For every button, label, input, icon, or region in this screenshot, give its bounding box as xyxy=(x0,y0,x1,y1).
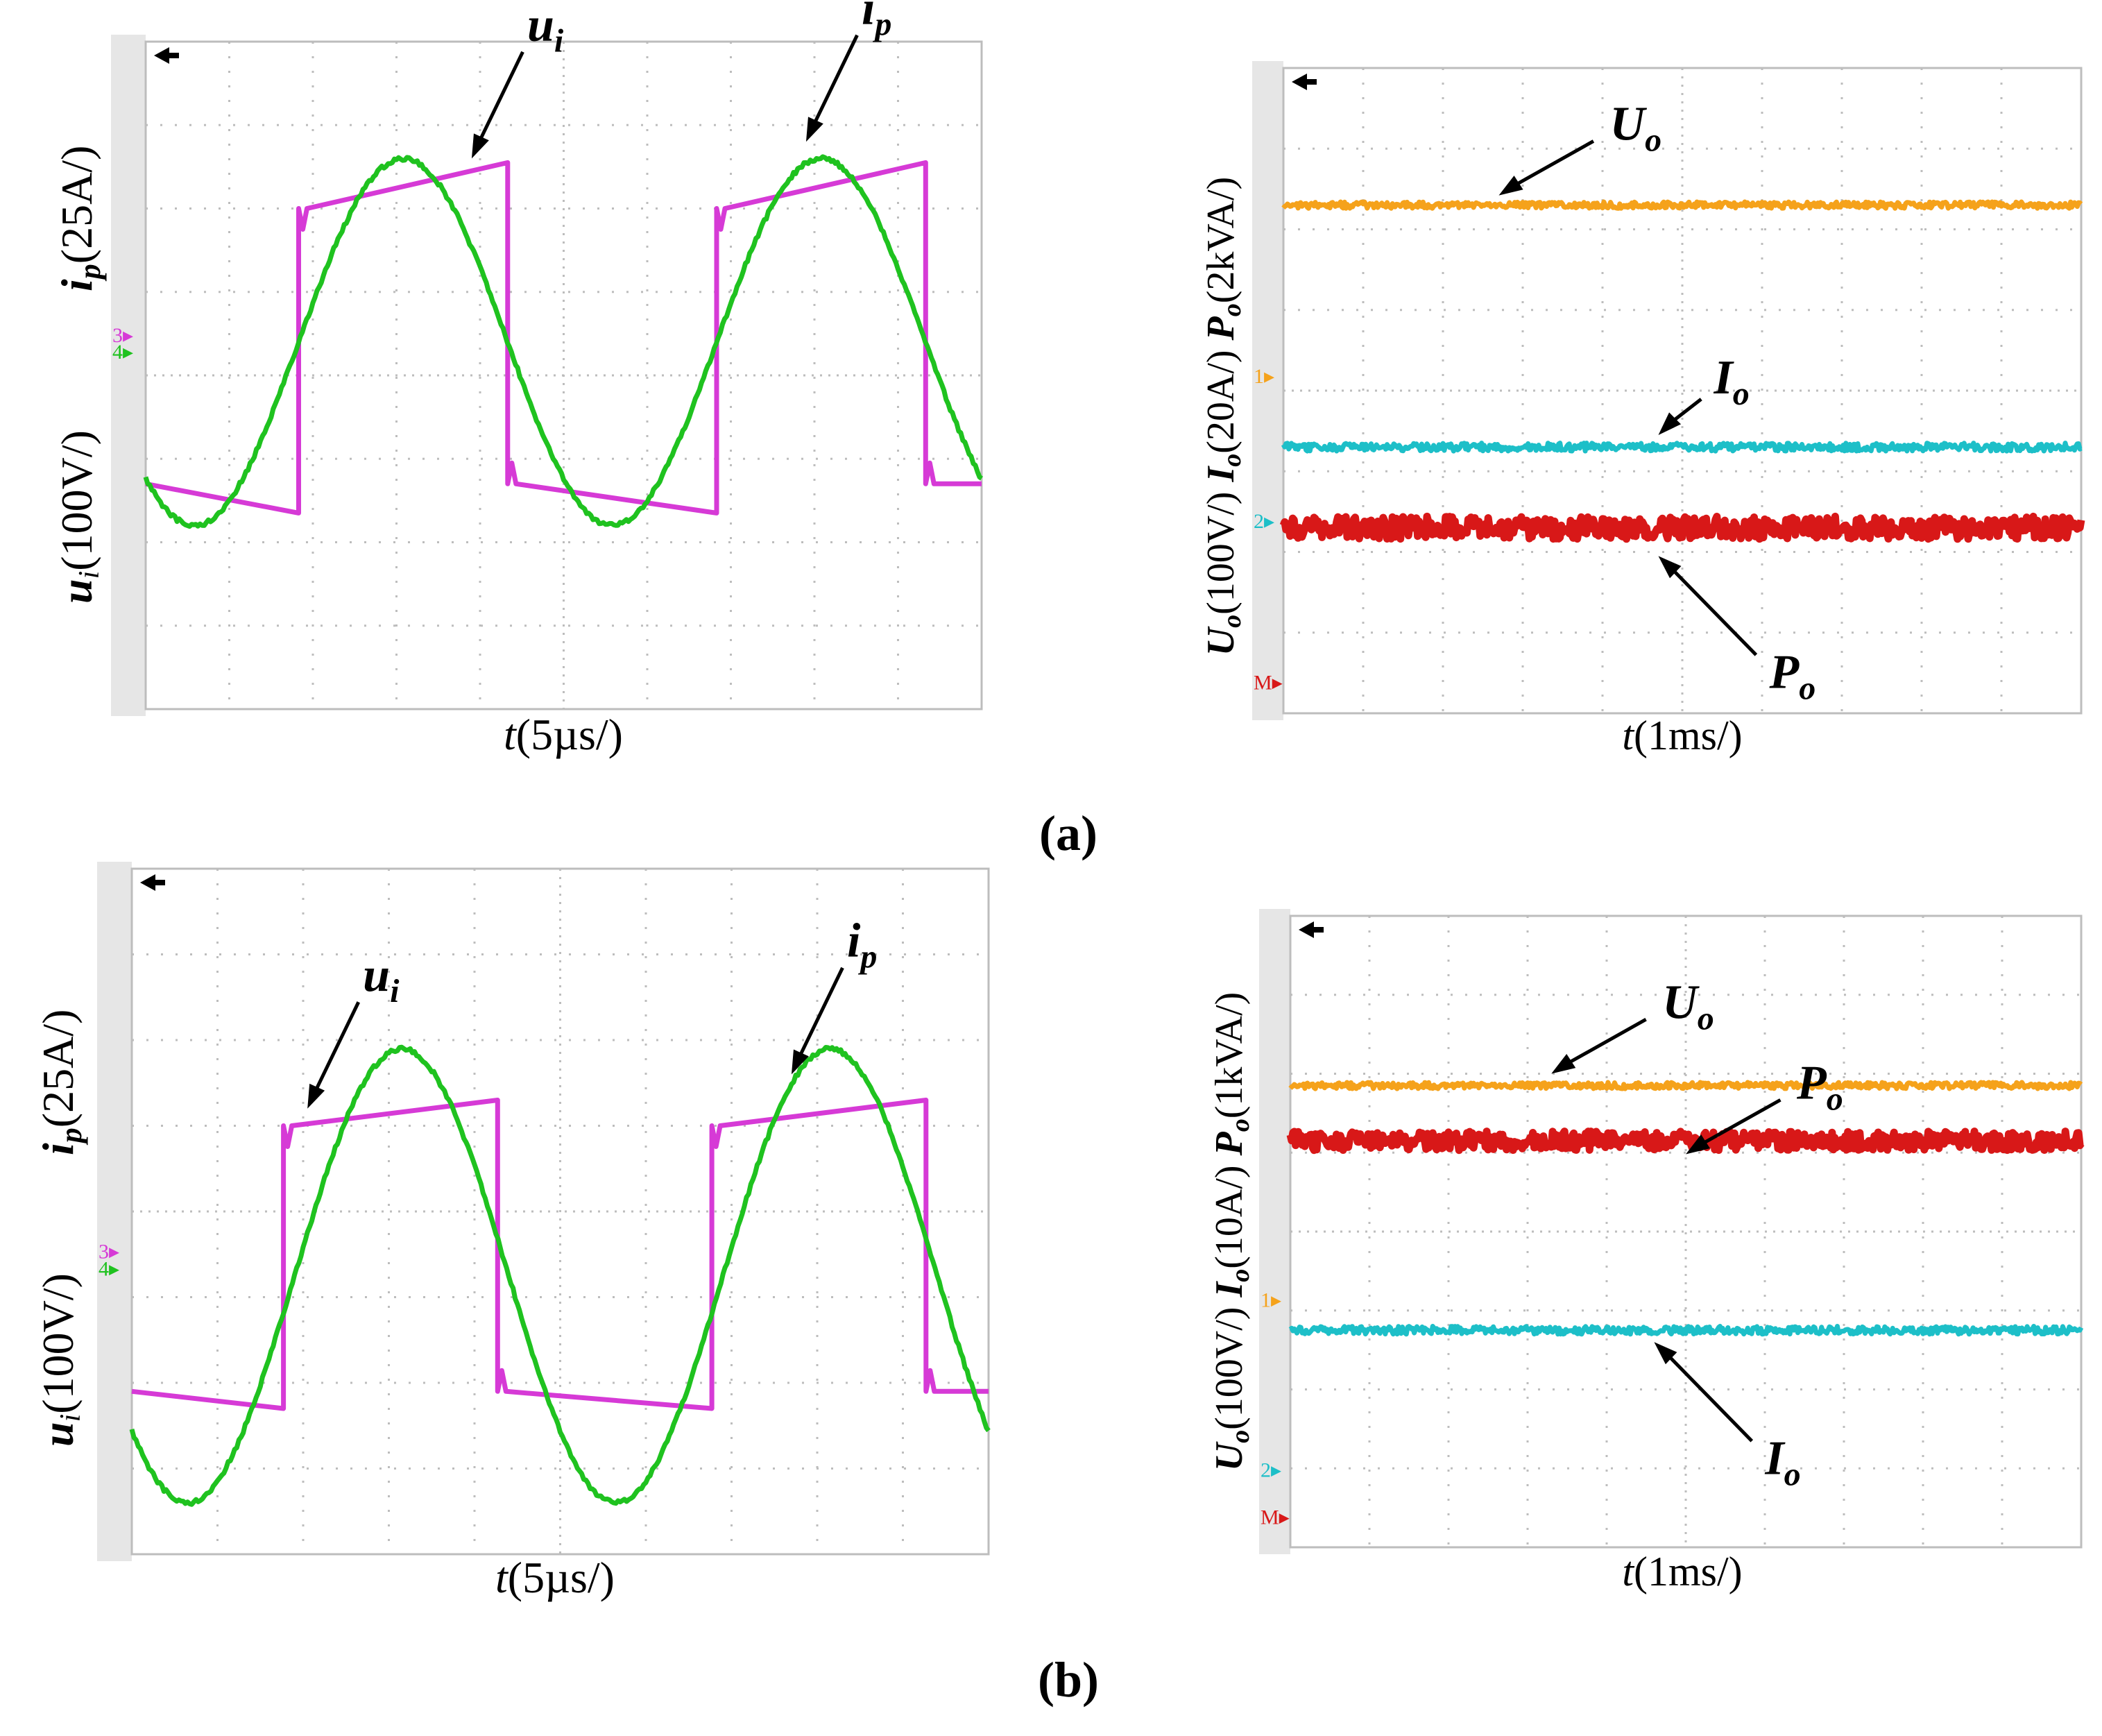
annotation-label: Po xyxy=(1769,645,1816,706)
channel-marker: 3▸ xyxy=(99,1241,119,1263)
trace-u-o xyxy=(1281,199,2083,211)
chart-b-left: 3▸4▸ ui ip t(5µs/) ui(100V/) ip(25A/) xyxy=(33,862,991,1602)
channel-marker: 1▸ xyxy=(1261,1289,1281,1312)
annotation-arrow xyxy=(1512,139,1595,188)
trace-i-p xyxy=(129,1044,991,1507)
trigger-arrow-icon xyxy=(1292,74,1317,90)
annotation-arrowhead xyxy=(1658,412,1682,435)
trace-p-o xyxy=(1279,512,2085,543)
channel-marker: 2▸ xyxy=(1261,1458,1281,1481)
annotation-label: ip xyxy=(847,914,877,975)
y-axis-label-voltage: ui(100V/) xyxy=(52,430,105,604)
chart-a-left: 3▸4▸ ui ip t(5µs/) ui(100V/) ip(25A/) xyxy=(52,0,984,759)
annotation-label: Po xyxy=(1796,1057,1843,1118)
channel-marker: 4▸ xyxy=(99,1257,119,1280)
annotation-label: Io xyxy=(1714,351,1750,412)
annotation-arrow xyxy=(1669,566,1758,656)
annotation-arrow xyxy=(312,1001,361,1095)
channel-marker: M▸ xyxy=(1254,672,1283,695)
annotation-arrow xyxy=(796,967,844,1060)
trace-p-o xyxy=(1286,1127,2085,1155)
chart-a-right: 1▸ 2▸ M▸ Uo Io Po t(1ms/) Uo(100V/) Io(20A/) Po… xyxy=(1199,61,2085,758)
trace-i-o xyxy=(1288,1324,2084,1337)
annotation-arrowhead xyxy=(1654,1342,1677,1365)
annotation-arrowhead xyxy=(791,1049,809,1075)
annotation-label: ui xyxy=(363,948,400,1010)
annotation-arrowhead xyxy=(307,1083,325,1109)
channel-marker: 2▸ xyxy=(1254,510,1274,533)
annotation-label: ip xyxy=(862,0,891,42)
annotation-label: Uo xyxy=(1662,976,1714,1037)
annotation-arrowhead xyxy=(1498,176,1523,196)
scope-strip xyxy=(111,35,146,716)
x-axis-label: t(5µs/) xyxy=(495,1553,615,1602)
y-axis-label-voltage: ui(100V/) xyxy=(33,1273,87,1447)
annotation-arrow xyxy=(1698,1098,1781,1147)
y-axis-label: Uo(100V/) Io(20A/) Po(2kVA/) xyxy=(1199,177,1247,656)
annotation-arrowhead xyxy=(805,117,823,142)
trace-u-i xyxy=(131,1098,989,1411)
annotation-arrow xyxy=(477,51,524,144)
channel-marker: M▸ xyxy=(1261,1506,1290,1529)
annotation-arrow xyxy=(811,34,859,128)
scope-strip xyxy=(1259,909,1290,1554)
annotation-arrow xyxy=(1564,1018,1647,1066)
trace-i-p xyxy=(143,154,984,529)
trace-u-o xyxy=(1288,1080,2083,1091)
channel-marker: 4▸ xyxy=(112,341,133,364)
scope-strip xyxy=(97,862,132,1561)
plot-frame xyxy=(1282,67,2083,715)
panel-label-b: (b) xyxy=(1038,1652,1099,1708)
trace-u-i xyxy=(145,160,982,516)
channel-marker: 3▸ xyxy=(112,324,133,347)
trigger-arrow-icon xyxy=(1299,921,1324,938)
annotation-arrowhead xyxy=(1658,556,1682,579)
annotation-label: Io xyxy=(1764,1431,1800,1492)
y-axis-label-current: ip(25A/) xyxy=(33,1010,88,1155)
panel-label-a: (a) xyxy=(1039,806,1097,861)
x-axis-label: t(5µs/) xyxy=(504,710,623,759)
channel-marker: 1▸ xyxy=(1254,365,1274,388)
chart-b-right: 1▸ 2▸ M▸ Uo Po Io t(1ms/) Uo(100V/) Io(10A/) Po… xyxy=(1208,909,2085,1594)
y-axis-label-current: ip(25A/) xyxy=(52,146,107,291)
trace-i-o xyxy=(1281,441,2083,454)
annotation-label: Uo xyxy=(1610,98,1662,159)
trigger-arrow-icon xyxy=(140,874,165,891)
annotation-label: ui xyxy=(527,0,564,59)
annotation-arrow xyxy=(1665,1352,1754,1443)
y-axis-label: Uo(100V/) Io(10A/) Po(1kVA/) xyxy=(1208,992,1255,1472)
annotation-arrowhead xyxy=(471,133,489,159)
trigger-arrow-icon xyxy=(154,47,179,64)
annotation-arrowhead xyxy=(1551,1053,1576,1074)
scope-strip xyxy=(1252,61,1283,720)
x-axis-label: t(1ms/) xyxy=(1622,1549,1742,1594)
annotation-arrowhead xyxy=(1686,1134,1711,1155)
x-axis-label: t(1ms/) xyxy=(1622,713,1742,758)
